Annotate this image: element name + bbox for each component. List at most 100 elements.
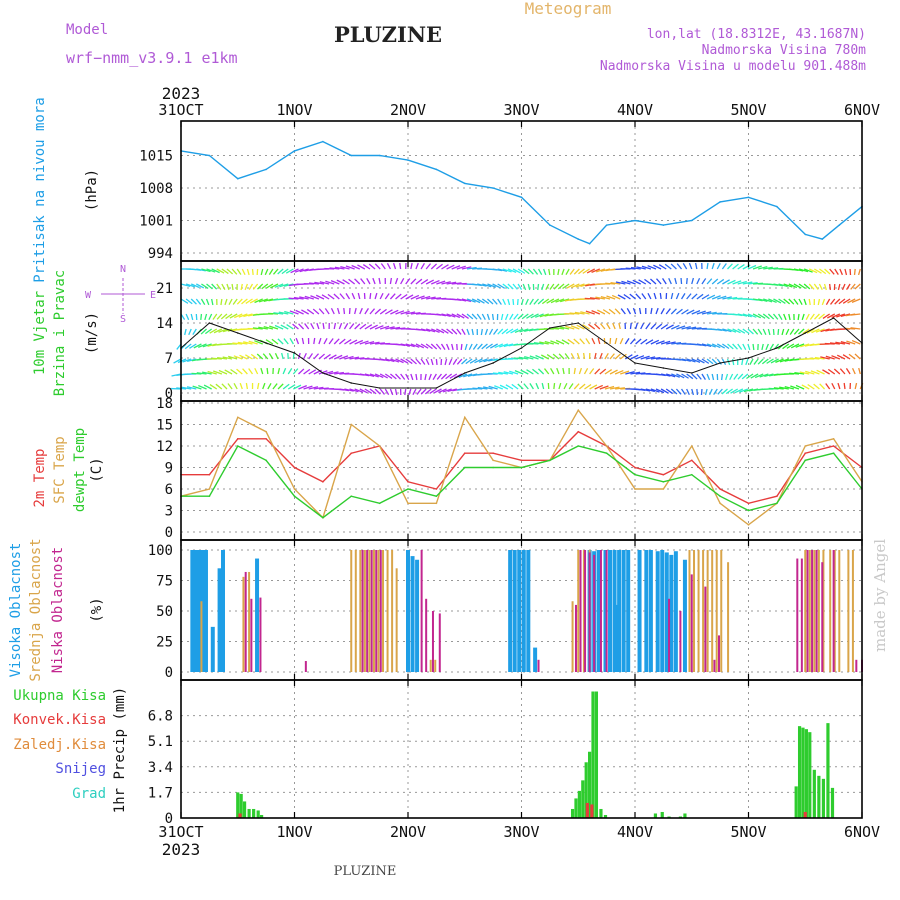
wind-barb	[298, 385, 307, 390]
wind-barb	[614, 369, 624, 375]
wind-barb	[686, 388, 690, 396]
bar	[574, 798, 578, 818]
year-label-top: 2023	[162, 84, 201, 103]
data-point	[265, 430, 267, 433]
wind-barb	[854, 382, 858, 390]
wind-barb	[328, 354, 337, 360]
wind-barb	[845, 327, 856, 330]
wind-barb	[611, 294, 621, 300]
wind-barb	[497, 298, 502, 305]
wind-barb	[517, 313, 524, 320]
data-point	[293, 352, 296, 354]
wind-barb	[701, 311, 712, 315]
wind-barb	[256, 353, 264, 360]
wind-barb	[190, 283, 200, 289]
wind-barb	[630, 354, 639, 360]
wind-barb	[745, 358, 749, 366]
elevation-text: Nadmorska Visina 780m	[702, 43, 867, 58]
wind-barb	[173, 358, 182, 364]
y-tick-label: 100	[148, 543, 173, 559]
wind-barb	[344, 355, 354, 360]
wind-barb	[768, 267, 779, 270]
wind-barb	[425, 263, 432, 270]
wind-barb	[798, 328, 805, 335]
data-point	[492, 452, 494, 454]
wind-barb	[379, 292, 384, 300]
wind-barb	[665, 388, 674, 395]
wind-barb	[318, 387, 329, 390]
data-point	[605, 224, 608, 226]
wind-barb	[759, 373, 769, 378]
wind-barb	[522, 268, 530, 275]
data-point	[435, 502, 438, 505]
wind-barb	[265, 283, 274, 289]
wind-barb	[218, 328, 228, 333]
bar	[817, 550, 820, 672]
wind-barb	[466, 266, 477, 270]
wind-barb	[793, 328, 800, 335]
y-tick-label: 6.8	[148, 709, 173, 725]
wind-barb	[336, 307, 340, 315]
wind-barb	[640, 388, 651, 392]
bar	[644, 550, 649, 672]
bar	[239, 793, 243, 818]
wind-barb	[675, 388, 682, 395]
wind-barb	[299, 296, 309, 300]
wind-barb	[619, 353, 627, 360]
wind-barb	[811, 328, 820, 334]
wind-barb	[562, 367, 565, 375]
precip-unit: 1hr Precip (mm)	[112, 687, 128, 813]
wind-barb	[464, 343, 468, 351]
wind-barb	[400, 310, 410, 315]
wind-barb	[446, 264, 455, 270]
wind-barb	[595, 296, 606, 300]
wind-barb	[436, 280, 446, 285]
wind-barb	[446, 281, 457, 285]
bar	[570, 808, 575, 818]
wind-barb	[436, 313, 447, 317]
wind-barb	[295, 309, 304, 315]
data-point	[838, 224, 841, 226]
panels: 1015100810019942114701815129630100755025…	[139, 120, 864, 827]
wind-barb	[505, 328, 514, 334]
wind-barb	[555, 339, 565, 345]
wind-barb	[717, 328, 727, 332]
wind-barb	[691, 358, 701, 363]
wind-barb	[287, 368, 293, 375]
wind-barb	[435, 343, 442, 350]
wind-barb	[359, 340, 369, 345]
wind-barb	[410, 311, 421, 315]
bar	[361, 550, 364, 672]
wind-barb	[192, 328, 197, 335]
wind-barb	[498, 371, 508, 375]
wind-barb	[691, 293, 698, 300]
wind-barb	[680, 388, 686, 395]
wind-barb	[248, 340, 258, 345]
wind-barb	[232, 298, 238, 305]
total-precip-label: Ukupna Kisa	[13, 688, 106, 704]
wind-barb	[181, 386, 192, 390]
series-line	[180, 140, 863, 245]
wind-barb	[394, 388, 398, 396]
data-point	[463, 372, 466, 374]
wind-barb	[686, 326, 697, 330]
wind-barb	[576, 324, 585, 330]
compass-south: S	[120, 314, 126, 325]
wind-barb	[582, 324, 590, 330]
wind-barb	[761, 358, 769, 365]
bar	[669, 554, 674, 672]
wind-barb	[795, 343, 805, 348]
wind-barb	[425, 343, 433, 350]
wind-barb	[264, 268, 269, 276]
wind-barb	[460, 343, 463, 351]
bar	[603, 550, 608, 672]
wind-barb	[469, 358, 478, 364]
wind-barb	[658, 264, 667, 270]
bar	[683, 813, 687, 818]
wind-barb	[694, 262, 698, 270]
wind-barb	[351, 264, 361, 270]
wind-barb	[655, 340, 665, 345]
wind-barb	[757, 298, 768, 302]
bar	[375, 550, 378, 672]
wind-barb	[441, 281, 451, 285]
